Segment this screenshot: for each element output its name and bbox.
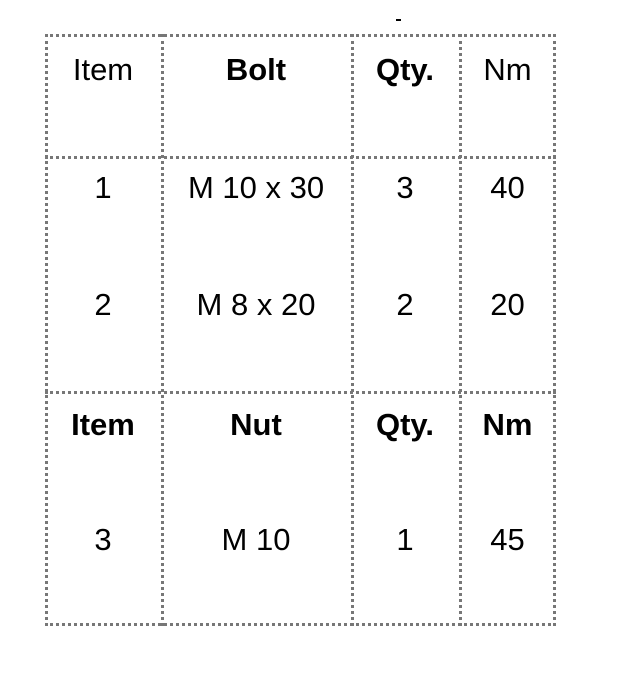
cell-qty: 3 xyxy=(396,170,414,205)
stray-mark xyxy=(396,19,401,21)
cell-qty: 1 xyxy=(396,522,414,557)
header-nm: Nm xyxy=(483,52,532,87)
cell-nm: 20 xyxy=(490,287,525,322)
header-qty: Qty. xyxy=(376,52,434,87)
column-divider xyxy=(351,34,354,626)
row-divider xyxy=(45,156,556,159)
column-divider xyxy=(459,34,462,626)
cell-item: 3 xyxy=(94,522,112,557)
header-item: Item xyxy=(72,52,134,87)
cell-nut: M 10 xyxy=(221,522,291,557)
cell-bolt: M 8 x 20 xyxy=(196,287,316,322)
parts-table xyxy=(45,34,556,626)
header-qty: Qty. xyxy=(376,407,434,442)
cell-nm: 40 xyxy=(490,170,525,205)
header-nut: Nut xyxy=(230,407,282,442)
cell-nm: 45 xyxy=(490,522,525,557)
cell-bolt: M 10 x 30 xyxy=(187,170,325,205)
header-item: Item xyxy=(71,407,135,442)
header-nm: Nm xyxy=(482,407,533,442)
cell-qty: 2 xyxy=(396,287,414,322)
column-divider xyxy=(161,34,164,626)
row-divider xyxy=(45,391,556,394)
header-bolt: Bolt xyxy=(225,52,287,87)
cell-item: 1 xyxy=(94,170,112,205)
cell-item: 2 xyxy=(94,287,112,322)
